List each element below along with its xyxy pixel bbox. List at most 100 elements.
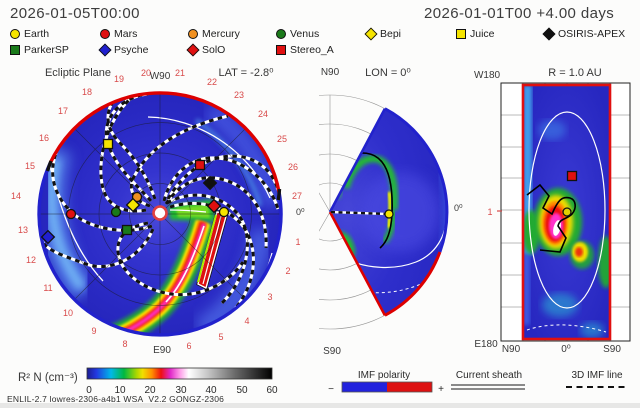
radial-xtick-zero: 0⁰ bbox=[561, 344, 571, 355]
mercury-marker-icon bbox=[188, 29, 198, 39]
colorbar-gradient bbox=[86, 367, 273, 380]
svg-text:9: 9 bbox=[91, 326, 96, 336]
radial-w180-label: W180 bbox=[474, 70, 501, 81]
svg-text:50: 50 bbox=[236, 385, 248, 396]
ecliptic-lat-label: LAT = -2.8⁰ bbox=[218, 67, 274, 79]
svg-text:20: 20 bbox=[144, 385, 156, 396]
svg-text:16: 16 bbox=[39, 133, 49, 143]
bottom-strip bbox=[0, 403, 640, 408]
ecliptic-title: Ecliptic Plane bbox=[45, 67, 111, 79]
svg-text:12: 12 bbox=[26, 255, 36, 265]
svg-text:25: 25 bbox=[277, 134, 287, 144]
fan-s90-label: S90 bbox=[323, 346, 341, 357]
fan-black-contour bbox=[347, 152, 393, 249]
juice-marker bbox=[102, 138, 114, 150]
sun-marker bbox=[152, 205, 168, 221]
imf-line-legend: 3D IMF line bbox=[566, 370, 628, 388]
mercury-marker bbox=[131, 191, 143, 203]
fan-polarity-edges bbox=[328, 107, 449, 317]
legend-item-venus: Venus bbox=[276, 28, 319, 40]
svg-text:24: 24 bbox=[258, 109, 268, 119]
current-sheath-legend: Current sheath bbox=[451, 370, 525, 390]
svg-text:23: 23 bbox=[234, 90, 244, 100]
stereo-a-marker-icon bbox=[276, 45, 286, 55]
ecliptic-polarity-rim bbox=[37, 91, 283, 337]
legend-item-stereo-a: Stereo_A bbox=[276, 44, 334, 56]
legend-item-parkersp: ParkerSP bbox=[10, 44, 69, 56]
venus-marker-icon bbox=[276, 29, 286, 39]
ecliptic-panel: 14 15 16 17 18 19 20 21 22 23 24 25 26 2… bbox=[11, 68, 305, 356]
svg-text:26: 26 bbox=[288, 162, 298, 172]
imf-line-label: 3D IMF line bbox=[571, 370, 623, 381]
current-sheath-label: Current sheath bbox=[456, 370, 522, 381]
radial-xtick-n90: N90 bbox=[502, 344, 521, 355]
legend-item-juice: Juice bbox=[456, 28, 495, 40]
svg-text:22: 22 bbox=[207, 77, 217, 87]
svg-text:21: 21 bbox=[175, 68, 185, 78]
ecliptic-markers bbox=[40, 138, 230, 245]
imf-spiral-lines bbox=[40, 93, 280, 319]
imf-positive-swatch bbox=[387, 382, 432, 392]
fan-n90-label: N90 bbox=[321, 67, 340, 78]
svg-text:8: 8 bbox=[122, 339, 127, 349]
parkersp-marker bbox=[121, 224, 133, 236]
radial-left-tick: 1 bbox=[487, 207, 492, 217]
timestamp-start-offset: 2026-01-01T00 +4.00 days bbox=[424, 5, 615, 22]
ecliptic-w90-label: W90 bbox=[150, 71, 171, 82]
svg-text:10: 10 bbox=[63, 308, 73, 318]
imf-polarity-label: IMF polarity bbox=[358, 370, 410, 381]
mars-marker bbox=[65, 208, 77, 220]
radial-white-contour bbox=[528, 111, 606, 309]
legend-item-psyche: Psyche bbox=[98, 43, 148, 57]
imf-negative-swatch bbox=[342, 382, 387, 392]
colorbar-ticks: 0 10 20 30 40 50 60 bbox=[86, 385, 278, 396]
mars-marker-icon bbox=[100, 29, 110, 39]
solo-marker bbox=[206, 198, 222, 214]
colorbar: R² N (cm⁻³) 0 10 20 30 40 50 60 bbox=[18, 367, 278, 396]
radial-stereo-a-marker bbox=[566, 170, 578, 182]
sheath-line-icon bbox=[451, 384, 525, 386]
juice-marker-icon bbox=[456, 29, 466, 39]
meridional-title: LON = 0⁰ bbox=[365, 67, 411, 79]
svg-text:1: 1 bbox=[295, 237, 300, 247]
imf-minus-sign: − bbox=[328, 384, 334, 395]
colorbar-label: R² N (cm⁻³) bbox=[18, 372, 78, 384]
legend-item-earth: Earth bbox=[10, 28, 49, 40]
svg-text:13: 13 bbox=[18, 225, 28, 235]
earth-marker bbox=[218, 206, 230, 218]
ecliptic-e90-label: E90 bbox=[153, 345, 171, 356]
timestamp-current: 2026-01-05T00:00 bbox=[10, 5, 140, 22]
radial-earth-marker bbox=[562, 207, 572, 217]
radial-e180-label: E180 bbox=[474, 339, 498, 350]
model-run-caption: ENLIL-2.7 lowres-2306-a4b1 WSA_V2.2 GONG… bbox=[7, 394, 225, 404]
svg-text:18: 18 bbox=[82, 87, 92, 97]
svg-text:60: 60 bbox=[266, 385, 278, 396]
legend-item-bepi: Bepi bbox=[364, 27, 401, 41]
svg-text:10: 10 bbox=[114, 385, 126, 396]
svg-text:19: 19 bbox=[114, 74, 124, 84]
osiris-apex-marker bbox=[202, 175, 218, 191]
svg-text:40: 40 bbox=[205, 385, 217, 396]
earth-marker-icon bbox=[10, 29, 20, 39]
svg-text:4: 4 bbox=[244, 316, 249, 326]
radial-domain-border bbox=[521, 83, 612, 341]
svg-text:2: 2 bbox=[285, 266, 290, 276]
legend-item-mars: Mars bbox=[100, 28, 137, 40]
svg-text:30: 30 bbox=[175, 385, 187, 396]
svg-text:3: 3 bbox=[267, 292, 272, 302]
venus-marker bbox=[110, 206, 122, 218]
legend-item-osiris-apex: OSIRIS-APEX bbox=[542, 27, 625, 41]
svg-text:14: 14 bbox=[11, 191, 21, 201]
rim-day-labels: 14 15 16 17 18 19 20 21 22 23 24 25 26 2… bbox=[11, 68, 302, 351]
legend-item-solo: SolO bbox=[186, 43, 225, 57]
ecliptic-zero-label: 0⁰ bbox=[296, 207, 305, 217]
imf-polarity-legend: IMF polarity − + bbox=[328, 370, 444, 395]
svg-text:5: 5 bbox=[218, 332, 223, 342]
imf-plus-sign: + bbox=[438, 384, 444, 395]
parkersp-marker-icon bbox=[10, 45, 20, 55]
radial-title: R = 1.0 AU bbox=[548, 67, 602, 79]
svg-text:15: 15 bbox=[25, 161, 35, 171]
svg-text:20: 20 bbox=[141, 68, 151, 78]
svg-text:0: 0 bbox=[86, 385, 92, 396]
